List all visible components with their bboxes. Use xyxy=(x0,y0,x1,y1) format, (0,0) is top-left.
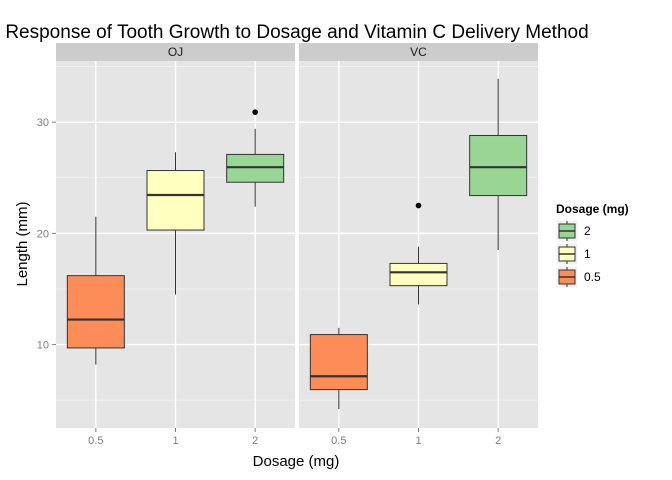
facet-strip xyxy=(299,43,538,61)
box xyxy=(309,334,368,391)
x-tick-label: 0.5 xyxy=(88,435,103,447)
legend-label: 2 xyxy=(584,224,591,238)
chart-title: Response of Tooth Growth to Dosage and V… xyxy=(5,22,588,43)
legend-label: 0.5 xyxy=(584,270,601,284)
box xyxy=(226,153,285,183)
outlier-point xyxy=(252,109,258,115)
x-tick-label: 1 xyxy=(172,435,178,447)
x-axis-label: Dosage (mg) xyxy=(253,453,340,470)
box xyxy=(389,262,448,287)
x-tick-label: 2 xyxy=(252,435,258,447)
box xyxy=(66,275,125,349)
legend-title: Dosage (mg) xyxy=(556,202,629,216)
y-axis-label: Length (mm) xyxy=(14,201,31,286)
y-tick-label: 10 xyxy=(37,340,49,352)
facet-strip-label: OJ xyxy=(168,45,183,59)
y-tick-label: 20 xyxy=(37,228,49,240)
box xyxy=(146,170,205,231)
box xyxy=(469,135,528,197)
x-tick-label: 2 xyxy=(495,435,501,447)
facet-strip xyxy=(56,43,295,61)
legend-label: 1 xyxy=(584,247,591,261)
y-tick-label: 30 xyxy=(37,117,49,129)
x-tick-label: 1 xyxy=(415,435,421,447)
x-tick-label: 0.5 xyxy=(331,435,346,447)
outlier-point xyxy=(415,202,422,209)
facet-strip-label: VC xyxy=(410,45,427,59)
